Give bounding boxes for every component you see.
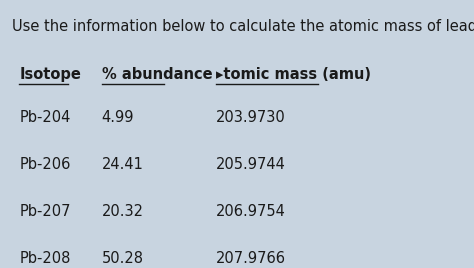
Text: Use the information below to calculate the atomic mass of lead.: Use the information below to calculate t… [12,19,474,34]
Text: Pb-204: Pb-204 [19,110,71,125]
Text: Pb-207: Pb-207 [19,204,71,219]
Text: 203.9730: 203.9730 [216,110,286,125]
Text: 206.9754: 206.9754 [216,204,286,219]
Text: ▸tomic mass (amu): ▸tomic mass (amu) [216,67,371,82]
Text: 4.99: 4.99 [101,110,134,125]
Text: 24.41: 24.41 [101,157,144,172]
Text: 20.32: 20.32 [101,204,144,219]
Text: 205.9744: 205.9744 [216,157,286,172]
Text: Isotope: Isotope [19,67,81,82]
Text: Pb-208: Pb-208 [19,251,71,266]
Text: Pb-206: Pb-206 [19,157,71,172]
Text: % abundance: % abundance [101,67,212,82]
Text: 50.28: 50.28 [101,251,144,266]
Text: 207.9766: 207.9766 [216,251,286,266]
